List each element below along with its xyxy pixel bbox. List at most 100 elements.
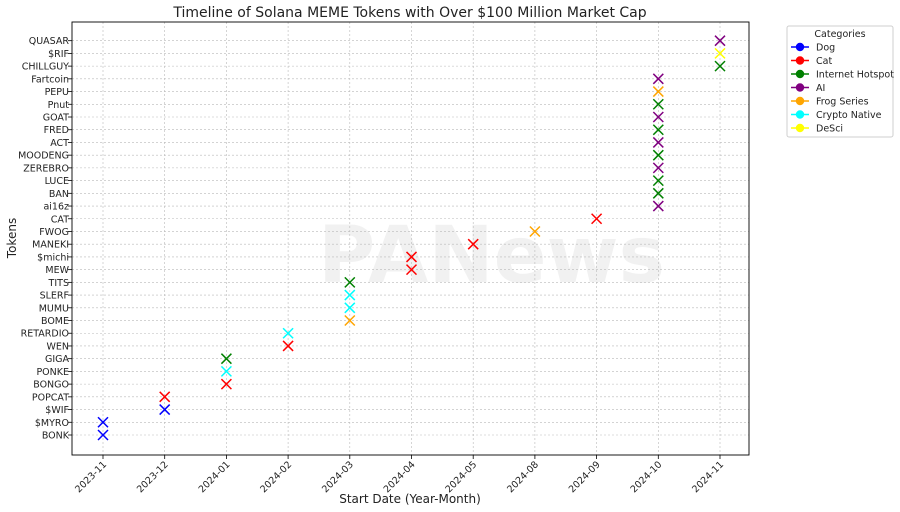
y-tick-label: CHILLGUY [22,62,69,73]
x-marker-stroke [652,149,664,161]
data-point-pepu [652,86,664,98]
y-tick-label: ai16z [43,202,69,213]
data-point-mew [405,264,418,276]
legend-label: Internet Hotspot [816,70,894,81]
x-tick-label: 2024-08 [505,459,541,495]
y-tick-label: GIGA [45,354,70,365]
data-point-bome [344,314,356,327]
x-marker-stroke [344,314,356,327]
data-point-zerebro [652,162,664,174]
data-point-popcat [159,391,171,403]
data-point-act [652,136,664,148]
data-point-slerf [344,289,356,301]
x-marker-stroke [97,416,109,428]
legend-marker [795,110,805,119]
legend-items: Dog Cat Internet Hotspot AI Frog Series Crypt… [791,43,894,135]
x-marker-stroke [405,251,418,263]
legend-marker [795,83,805,92]
legend-marker [795,96,805,106]
legend-title: Categories [814,29,865,40]
data-point-tits [344,276,356,288]
x-marker-stroke [344,289,356,301]
y-tick-label: QUASAR [29,36,70,47]
x-marker-stroke [652,111,664,123]
data-point-maneki [467,238,479,250]
x-marker-stroke [97,429,109,441]
y-tick-label: CAT [51,214,69,225]
legend-label: Cat [816,56,832,67]
data-point-quasar [714,35,726,47]
y-tick-label: ACT [50,138,69,149]
data-point-wif [159,404,171,416]
legend-item-internet-hotspot: Internet Hotspot [791,70,894,81]
x-marker-stroke [405,264,418,276]
x-tick-label: 2024-03 [320,459,356,495]
data-point-myro [97,416,109,428]
legend-marker [795,56,805,65]
x-tick-label: 2024-01 [197,459,233,495]
data-point-michi [405,251,418,263]
data-point-goat [652,111,664,123]
legend-item-frog-series: Frog Series [791,97,869,108]
legend-marker [795,69,805,79]
legend-label: Crypto Native [816,110,882,121]
x-tick-label: 2024-09 [567,459,603,495]
y-tick-label: $RIF [48,49,69,60]
y-tick-label: MUMU [39,303,69,314]
y-tick-label: $WIF [45,405,69,416]
data-point-ban [652,187,664,199]
data-point-moodeng [652,149,664,161]
x-marker-stroke [591,213,603,225]
y-tick-label: PONKE [36,367,69,378]
y-tick-label: LUCE [45,176,69,187]
y-tick-label: MOODENG [18,151,69,162]
x-marker-stroke [652,124,664,136]
x-marker-stroke [529,225,541,238]
data-point-cat [591,213,603,225]
x-marker-stroke [467,238,479,250]
data-point-bongo [220,378,232,390]
grid-layer [72,22,749,455]
x-marker-stroke [714,60,726,72]
y-tick-label: BAN [49,189,69,200]
x-marker-stroke [282,340,294,352]
x-tick-label: 2023-12 [135,459,171,495]
plot-frame [71,21,750,456]
x-tick-label: 2024-04 [382,459,418,495]
y-tick-label: FRED [44,125,69,136]
y-tick-label: MANEKI [32,240,69,251]
y-tick-label: GOAT [43,113,69,124]
x-tick-label: 2024-02 [258,459,294,495]
x-marker-stroke [344,276,356,288]
chart-title: Timeline of Solana MEME Tokens with Over… [172,5,646,21]
y-tick-label: Fartcoin [31,74,69,85]
x-marker-stroke [652,200,664,212]
x-axis-label: Start Date (Year-Month) [339,492,481,506]
data-point-giga [220,353,232,365]
legend-box [786,25,894,138]
x-marker-stroke [282,327,294,339]
data-point-pnut [652,98,664,110]
x-tick-label: 2024-10 [629,459,665,495]
points-layer [97,35,726,441]
x-tick-label: 2023-11 [73,459,109,495]
data-point-retardio [282,327,294,339]
data-point-chillguy [714,60,726,72]
y-tick-label: TITS [48,278,69,289]
y-tick-label: BONK [42,431,70,442]
x-marker-stroke [220,353,232,365]
legend-item-cat: Cat [791,56,832,67]
y-tick-label: $MYRO [35,418,69,429]
legend: Categories Dog Cat Internet Hotspot AI Frog … [786,25,894,138]
data-point-wen [282,340,294,352]
y-axis-label: Tokens [5,218,19,259]
x-marker-stroke [652,162,664,174]
y-tick-label: MEW [45,265,69,276]
legend-marker [795,42,805,52]
y-tick-label: WEN [46,341,69,352]
x-tick-label: 2024-11 [690,459,726,495]
x-marker-stroke [652,175,664,187]
x-marker-stroke [714,47,726,59]
